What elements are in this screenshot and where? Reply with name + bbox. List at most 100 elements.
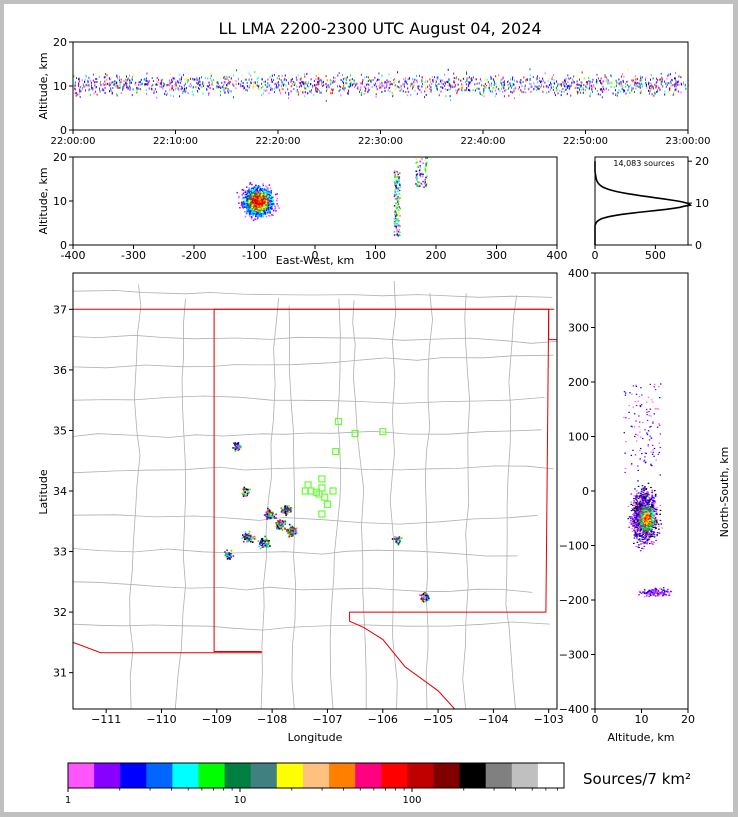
time-source-point	[477, 87, 479, 90]
ew-source-point	[245, 204, 247, 206]
time-source-point	[438, 94, 440, 97]
time-source-point	[311, 89, 312, 92]
ns-source-point	[653, 519, 656, 521]
time-source-point	[191, 90, 193, 93]
ew-source-point	[238, 196, 240, 199]
time-source-point	[627, 68, 629, 71]
map-source-point	[250, 538, 252, 541]
station-marker	[379, 428, 387, 436]
time-source-point	[145, 83, 146, 86]
time-source-point	[449, 95, 451, 98]
time-source-point	[94, 81, 95, 84]
ew-source-point	[271, 214, 273, 216]
time-source-point	[645, 82, 647, 85]
time-source-point	[560, 83, 562, 86]
station-marker	[329, 487, 337, 495]
ns-source-point	[640, 488, 643, 490]
time-source-point	[321, 81, 322, 84]
map-source-point	[248, 533, 250, 536]
ew-source-point	[258, 196, 261, 199]
ns-source-point	[654, 519, 657, 522]
time-source-point	[243, 87, 244, 90]
time-source-point	[444, 88, 446, 91]
ew-source-point	[257, 213, 259, 215]
ew-source-point	[396, 229, 398, 231]
time-source-point	[367, 91, 369, 94]
map-source-point	[239, 445, 242, 447]
ew-source-point	[260, 188, 263, 190]
time-source-point	[275, 82, 277, 85]
time-source-point	[522, 80, 524, 83]
time-source-point	[620, 81, 622, 84]
ew-source-point	[259, 186, 262, 188]
time-source-point	[639, 84, 641, 87]
time-source-point	[541, 80, 543, 83]
ew-source-point	[262, 190, 264, 193]
ew-source-point	[248, 213, 251, 215]
time-source-point	[185, 87, 187, 89]
time-source-point	[620, 82, 621, 85]
ew-source-point	[263, 204, 266, 206]
ew-source-point	[399, 215, 401, 217]
ew-source-point	[425, 184, 427, 187]
time-source-point	[192, 93, 194, 96]
time-source-point	[117, 77, 119, 80]
time-source-point	[473, 76, 474, 79]
ew-source-point	[399, 231, 401, 233]
time-source-point	[310, 91, 312, 94]
map-source-point	[396, 540, 398, 542]
map-source-point	[279, 521, 281, 524]
time-source-point	[620, 86, 622, 88]
map-x-tick-label: −108	[257, 713, 287, 726]
time-source-point	[504, 89, 506, 92]
time-source-point	[455, 89, 457, 92]
time-source-point	[161, 81, 163, 84]
ew-source-point	[269, 204, 271, 207]
ew-source-point	[259, 198, 261, 201]
ew-source-point	[261, 197, 263, 199]
time-source-point	[162, 85, 164, 88]
ew-source-point	[396, 214, 399, 216]
time-source-point	[651, 86, 653, 89]
time-source-point	[153, 89, 155, 92]
ew-source-point	[395, 199, 398, 201]
time-source-point	[627, 79, 629, 82]
time-source-point	[435, 80, 436, 82]
time-source-point	[243, 87, 245, 89]
time-source-point	[459, 88, 461, 91]
time-source-point	[233, 74, 235, 77]
time-source-point	[589, 83, 590, 86]
time-source-point	[554, 94, 556, 97]
time-source-point	[680, 91, 682, 94]
map-source-point	[282, 521, 284, 524]
map-source-point	[242, 540, 245, 543]
time-source-point	[648, 89, 649, 92]
time-source-point	[160, 79, 162, 82]
time-source-point	[167, 83, 169, 86]
ew-source-point	[255, 211, 257, 214]
map-source-point	[290, 531, 293, 534]
time-source-point	[135, 81, 137, 84]
time-source-point	[641, 76, 643, 79]
time-source-point	[571, 81, 573, 84]
time-source-point	[165, 93, 167, 96]
time-source-point	[586, 81, 588, 84]
time-source-point	[448, 79, 450, 82]
map-source-point	[286, 530, 288, 532]
ew-source-point	[397, 187, 400, 189]
time-source-point	[461, 83, 463, 86]
time-source-point	[223, 81, 225, 84]
time-source-point	[684, 84, 686, 86]
map-source-point	[267, 546, 269, 548]
time-source-point	[160, 81, 162, 84]
map-x-tick-label: −103	[534, 713, 564, 726]
time-source-point	[564, 79, 565, 82]
time-source-point	[76, 93, 78, 96]
time-source-point	[237, 78, 239, 81]
time-source-point	[78, 80, 80, 83]
ew-source-point	[393, 219, 396, 222]
ew-source-point	[259, 205, 262, 207]
time-source-point	[557, 90, 559, 93]
map-source-point	[277, 520, 279, 522]
time-source-point	[596, 78, 597, 81]
